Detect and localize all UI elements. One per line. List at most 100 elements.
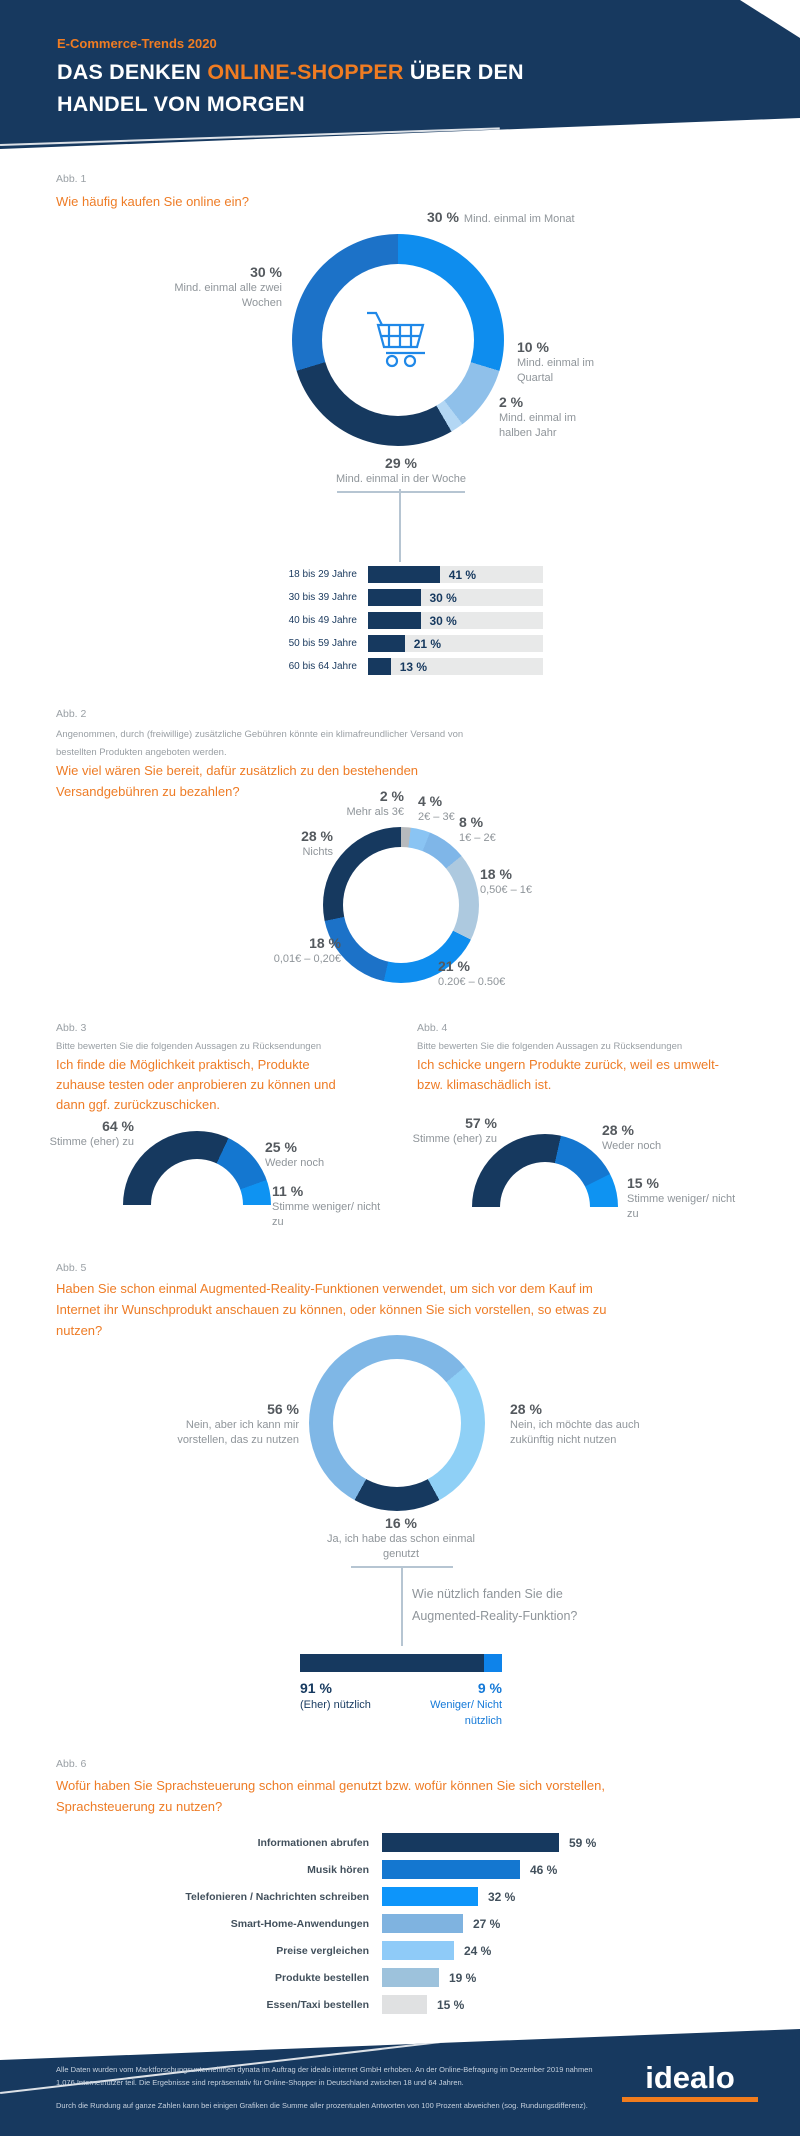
donut-label: 10 % Mind. einmal im Quartal [517,339,595,384]
semi-label: 28 % Weder noch [602,1122,662,1152]
bar-value: 24 % [464,1943,492,1958]
connector-line [399,489,401,562]
fig6-question: Wofür haben Sie Sprachsteuerung schon ei… [56,1778,605,1814]
bar-fill [368,635,405,652]
usefulness-stacked-bar [300,1654,502,1672]
bar-track: 21 % [368,635,543,652]
title-part: HANDEL VON MORGEN [57,92,305,116]
stack-label-right: 9 % Weniger/ Nicht nützlich [430,1680,502,1727]
bar-category-label: 50 bis 59 Jahre [288,638,357,649]
bar-value: 46 % [530,1862,558,1877]
bar-value: 30 % [429,590,457,605]
donut-center [333,1359,461,1487]
fig2-intro: Angenommen, durch (freiwillige) zusätzli… [56,729,464,758]
semi-label: 15 % Stimme weniger/ nicht zu [627,1175,736,1220]
bar-value: 32 % [488,1889,516,1904]
bar-row: Musik hören 46 % [56,1860,596,1879]
bar-fill [368,612,421,629]
donut-label: 28 % Nichts [301,828,333,858]
stack-label-left: 91 % (Eher) nützlich [300,1680,371,1711]
bar-fill [382,1860,520,1879]
fig5-label: Abb. 5 [56,1262,87,1274]
bar-category-label: Smart-Home-Anwendungen [230,1917,369,1930]
bar-category-label: 30 bis 39 Jahre [288,592,357,603]
bar-category-label: Essen/Taxi bestellen [266,1998,369,2011]
bar-row: Produkte bestellen 19 % [56,1968,596,1987]
donut-label: 16 % Ja, ich habe das schon einmal genutz… [327,1515,475,1560]
fig3-intro: Bitte bewerten Sie die folgenden Aussage… [56,1041,322,1052]
bar-value: 15 % [437,1997,465,2012]
fig5-followup-question: Wie nützlich fanden Sie die Augmented-Re… [412,1587,578,1623]
header-diagonal-highlight [0,127,500,146]
fig1-label: Abb. 1 [56,173,87,185]
title-part: ÜBER DEN [403,60,524,84]
bar-category-label: Produkte bestellen [275,1971,369,1984]
fig2-label: Abb. 2 [56,708,87,720]
bar-fill [382,1941,454,1960]
fig4-label: Abb. 4 [417,1022,448,1034]
shopping-cart-icon [361,306,435,375]
bar-row: Preise vergleichen 24 % [56,1941,596,1960]
bar-category-label: Telefonieren / Nachrichten schreiben [185,1890,369,1903]
idealo-logo-underline [622,2097,758,2102]
footnote-methodology: Alle Daten wurden vom Marktforschungsunt… [56,2065,593,2087]
donut-label: 29 % Mind. einmal in der Woche [326,455,476,493]
bar-fill [382,1833,559,1852]
bar-value: 59 % [569,1835,597,1850]
age-bar-chart: 18 bis 29 Jahre 41 % 30 bis 39 Jahre 30 … [287,566,543,681]
donut-label: 21 % 0.20€ – 0.50€ [438,958,506,988]
semi-donut-return-convenience [123,1131,271,1205]
bar-fill [368,589,421,606]
title-part: DAS DENKEN [57,60,208,84]
bar-row: 18 bis 29 Jahre 41 % [287,566,543,583]
semi-label: 25 % Weder noch [265,1139,325,1169]
bar-category-label: Preise vergleichen [276,1944,369,1957]
donut-label: 30 % Mind. einmal im Monat [427,209,575,225]
idealo-logo: idealo [622,2062,758,2102]
bar-fill [368,658,391,675]
fig5-question: Haben Sie schon einmal Augmented-Reality… [56,1281,607,1338]
stack-segment [300,1654,484,1672]
voice-bar-chart: Informationen abrufen 59 % Musik hören 4… [56,1833,596,2022]
stack-segment [483,1654,502,1672]
bar-row: 40 bis 49 Jahre 30 % [287,612,543,629]
bar-fill [382,1914,463,1933]
footnote-rounding: Durch die Rundung auf ganze Zahlen kann … [56,2101,588,2110]
semi-donut-return-reluctance [472,1134,618,1207]
donut-label: 2 % Mehr als 3€ [346,788,404,818]
bar-value: 41 % [448,567,477,582]
bar-fill [382,1887,478,1906]
fig3-statement: Ich finde die Möglichkeit praktisch, Pro… [56,1057,336,1112]
bar-fill [368,566,440,583]
bar-category-label: 40 bis 49 Jahre [288,615,357,626]
donut-label: 18 % 0,01€ – 0,20€ [273,935,341,965]
bar-category-label: Informationen abrufen [257,1836,369,1849]
donut-label: 56 % Nein, aber ich kann mir vorstellen, … [177,1401,299,1446]
semi-label: 57 % Stimme (eher) zu [412,1115,497,1145]
donut-center [343,847,459,963]
fig4-intro: Bitte bewerten Sie die folgenden Aussage… [417,1041,683,1052]
bar-row: Telefonieren / Nachrichten schreiben 32 … [56,1887,596,1906]
connector-line [401,1566,403,1646]
bar-track: 30 % [368,589,543,606]
fig6-label: Abb. 6 [56,1758,87,1770]
title-highlight: ONLINE-SHOPPER [207,60,404,84]
bar-track: 41 % [368,566,543,583]
fig1-question: Wie häufig kaufen Sie online ein? [56,194,249,209]
bar-value: 21 % [413,636,442,651]
bar-category-label: 18 bis 29 Jahre [288,569,357,580]
bar-row: Smart-Home-Anwendungen 27 % [56,1914,596,1933]
bar-value: 30 % [429,613,457,628]
bar-fill [382,1995,427,2014]
donut-label: 8 % 1€ – 2€ [459,814,496,844]
semi-label: 64 % Stimme (eher) zu [49,1118,134,1148]
bar-track: 30 % [368,612,543,629]
bar-row: 50 bis 59 Jahre 21 % [287,635,543,652]
donut-label: 18 % 0,50€ – 1€ [480,866,532,896]
bar-track: 13 % [368,658,543,675]
page-title: DAS DENKEN ONLINE-SHOPPER ÜBER DEN HANDEL… [57,56,697,120]
kicker: E-Commerce-Trends 2020 [57,36,217,51]
idealo-logo-text: idealo [645,2060,735,2095]
bar-value: 27 % [473,1916,501,1931]
bar-fill [382,1968,439,1987]
